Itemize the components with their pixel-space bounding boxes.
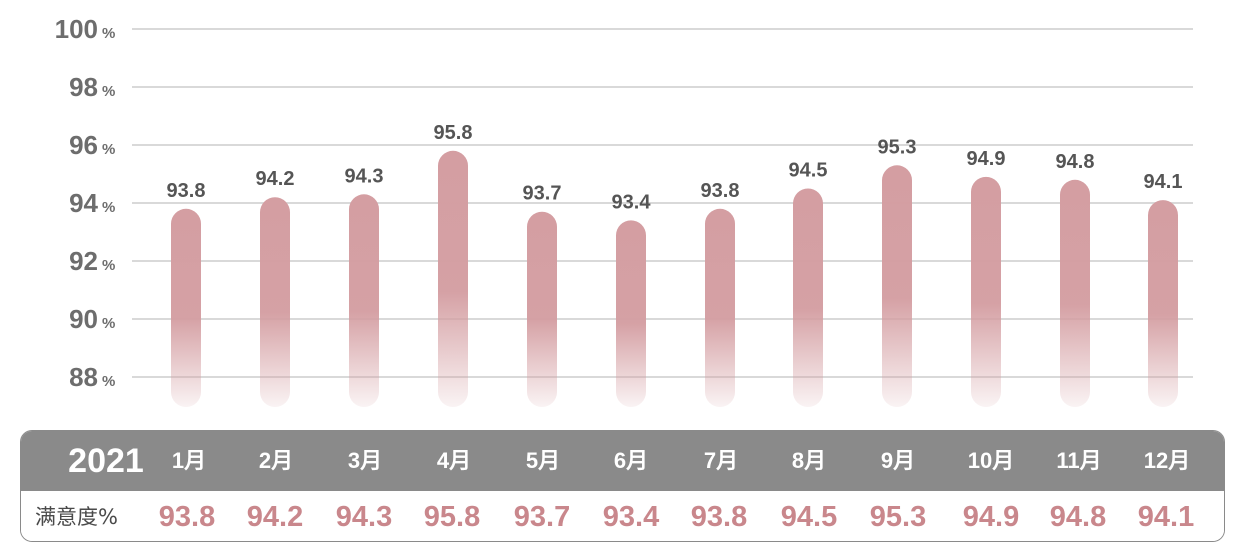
bar-value-label: 94.5 <box>789 160 828 182</box>
satisfaction-value: 94.8 <box>1049 501 1107 533</box>
satisfaction-value: 94.5 <box>780 501 838 533</box>
y-tick-label: 96 <box>69 130 98 160</box>
y-axis-ticks: 100 %98 %96 %94 %92 %90 %88% <box>55 14 116 392</box>
month-label: 3月 <box>347 448 383 473</box>
data-table: 2021 1月 2月 3月 4月 5月 6月 7月 8月 9月 10月 11月 12月 满意度% 93… <box>20 430 1225 542</box>
y-tick-label: 98 <box>69 72 98 102</box>
bar-value-label: 95.3 <box>878 136 917 158</box>
y-tick-unit: % <box>102 199 115 216</box>
month-label: 2月 <box>258 448 294 473</box>
bar-value-label: 94.1 <box>1144 171 1183 193</box>
month-label: 4月 <box>436 448 472 473</box>
y-tick-unit: % <box>102 25 115 42</box>
bar-value-label: 95.8 <box>434 122 473 144</box>
month-label: 9月 <box>880 448 916 473</box>
bar-12月 <box>1148 200 1178 407</box>
bar-value-label: 93.4 <box>612 191 652 213</box>
bar-value-label: 93.7 <box>523 183 562 205</box>
bar-value-label: 94.8 <box>1056 151 1095 173</box>
satisfaction-value: 93.4 <box>602 501 660 533</box>
bar-value-label: 94.9 <box>967 148 1006 170</box>
y-tick-label: 92 <box>69 246 98 276</box>
bar-value-label: 93.8 <box>701 180 740 202</box>
bar-4月 <box>438 150 468 408</box>
month-label: 7月 <box>703 448 739 473</box>
y-tick-label: 94 <box>69 188 98 218</box>
satisfaction-value: 94.9 <box>962 501 1020 533</box>
bars <box>171 150 1178 408</box>
satisfaction-row-label: 满意度% <box>35 505 118 529</box>
satisfaction-value: 93.7 <box>513 501 571 533</box>
table-body: 满意度% 93.8 94.2 94.3 95.8 93.7 93.4 93.8 94.5 95.… <box>21 491 1224 541</box>
bar-value-labels: 93.8 94.2 94.3 95.8 93.7 93.4 93.8 94.5 95.3 94.9… <box>167 122 1183 214</box>
bar-1月 <box>171 208 201 407</box>
bar-10月 <box>971 176 1001 407</box>
bar-3月 <box>349 194 379 407</box>
y-tick-unit: % <box>102 315 115 332</box>
bar-9月 <box>882 165 912 407</box>
bar-7月 <box>705 208 735 407</box>
satisfaction-value: 93.8 <box>158 501 216 533</box>
gridlines <box>132 28 1193 378</box>
satisfaction-value: 94.1 <box>1137 501 1195 533</box>
month-label: 11月 <box>1056 448 1102 473</box>
satisfaction-value: 95.3 <box>869 501 927 533</box>
bar-5月 <box>527 211 557 407</box>
bar-8月 <box>793 188 823 407</box>
month-label: 12月 <box>1143 448 1191 473</box>
bar-value-label: 93.8 <box>167 180 206 202</box>
bar-6月 <box>616 220 646 407</box>
bar-chart: 100 %98 %96 %94 %92 %90 %88% 93.894.2 94.395.89… <box>55 14 1193 408</box>
satisfaction-value: 93.8 <box>690 501 748 533</box>
bar-value-label: 94.3 <box>345 165 384 187</box>
satisfaction-value: 95.8 <box>423 501 481 533</box>
y-tick-unit: % <box>102 83 115 100</box>
bar-2月 <box>260 197 290 407</box>
y-tick-label: 100 <box>55 14 98 44</box>
month-label: 8月 <box>791 448 827 473</box>
month-label: 5月 <box>525 448 561 473</box>
y-tick-label: 88 <box>69 362 98 392</box>
bar-11月 <box>1060 179 1090 407</box>
table-header: 2021 1月 2月 3月 4月 5月 6月 7月 8月 9月 10月 11月 12月 <box>21 431 1224 491</box>
month-label: 10月 <box>967 448 1015 473</box>
month-label: 6月 <box>613 448 649 473</box>
year-label: 2021 <box>68 442 144 480</box>
month-label: 1月 <box>171 448 207 473</box>
satisfaction-value: 94.2 <box>246 501 304 533</box>
y-tick-unit: % <box>102 373 115 390</box>
y-tick-unit: % <box>102 141 115 158</box>
bar-value-label: 94.2 <box>256 168 295 190</box>
y-tick-unit: % <box>102 257 115 274</box>
y-tick-label: 90 <box>69 304 98 334</box>
satisfaction-value: 94.3 <box>335 501 393 533</box>
